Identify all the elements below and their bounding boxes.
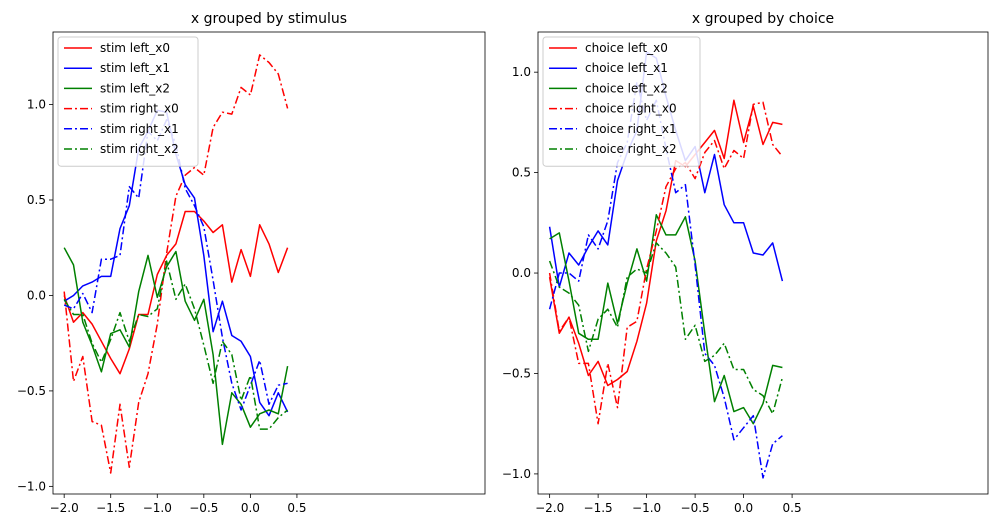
series-line-1 <box>548 99 783 387</box>
x-tick-label: 0.0 <box>241 501 260 515</box>
chart-panel-2: x grouped by choice −2.0 −1.5 −1.0 −0.5 0.0 0.… <box>502 11 989 515</box>
legend-label: stim left_x1 <box>100 61 170 75</box>
y-tick-label: 0.0 <box>27 288 46 302</box>
series-line-3 <box>63 247 289 446</box>
y-tick-label: 0.0 <box>512 266 531 280</box>
legend-label: choice right_x2 <box>585 142 677 156</box>
series-line-4 <box>548 101 783 425</box>
plot-area <box>548 51 784 479</box>
y-tick-label: 0.5 <box>512 166 531 180</box>
series-line-4 <box>63 54 289 474</box>
y-tick-label: 1.0 <box>512 65 531 79</box>
y-tick-label: −0.5 <box>502 366 531 380</box>
axes-frame <box>537 31 989 495</box>
x-tick-label: −0.5 <box>681 501 710 515</box>
y-tick-label: −0.5 <box>17 384 46 398</box>
series-line-6 <box>548 242 784 415</box>
x-tick-label: −1.5 <box>96 501 125 515</box>
series-line-6 <box>63 260 289 430</box>
series-line-1 <box>63 210 289 375</box>
chart-title: x grouped by choice <box>692 11 834 27</box>
legend-label: choice left_x1 <box>585 61 668 75</box>
x-tick-label: 0.0 <box>734 501 753 515</box>
axes-frame <box>52 31 486 495</box>
chart-panel-1: x grouped by stimulus −2.0 −1.5 −1.0 −0.5 0.0… <box>17 11 486 515</box>
legend-label: choice right_x0 <box>585 102 677 116</box>
x-tick-label: −1.0 <box>632 501 661 515</box>
chart-title: x grouped by stimulus <box>191 11 347 27</box>
y-tick-label: 1.0 <box>27 98 46 112</box>
legend-label: choice left_x0 <box>585 41 668 55</box>
x-tick-label: −1.5 <box>584 501 613 515</box>
legend-label: stim left_x0 <box>100 41 170 55</box>
legend-label: stim right_x1 <box>100 122 179 136</box>
legend-frame <box>542 36 701 167</box>
y-tick-label: 0.5 <box>27 193 46 207</box>
legend-label: choice right_x1 <box>585 122 677 136</box>
legend-frame <box>57 36 199 167</box>
x-tick-label: 0.5 <box>783 501 802 515</box>
legend-label: choice left_x2 <box>585 81 668 95</box>
x-tick-label: −2.0 <box>50 501 79 515</box>
legend-label: stim left_x2 <box>100 81 170 95</box>
x-tick-label: −1.0 <box>143 501 172 515</box>
series-line-3 <box>549 214 783 425</box>
x-tick-label: 0.5 <box>287 501 306 515</box>
legend-label: stim right_x2 <box>100 142 179 156</box>
legend-label: stim right_x0 <box>100 102 179 116</box>
y-tick-label: −1.0 <box>502 467 531 481</box>
x-tick-label: −0.5 <box>189 501 218 515</box>
y-tick-label: −1.0 <box>17 479 46 493</box>
x-tick-label: −2.0 <box>535 501 564 515</box>
